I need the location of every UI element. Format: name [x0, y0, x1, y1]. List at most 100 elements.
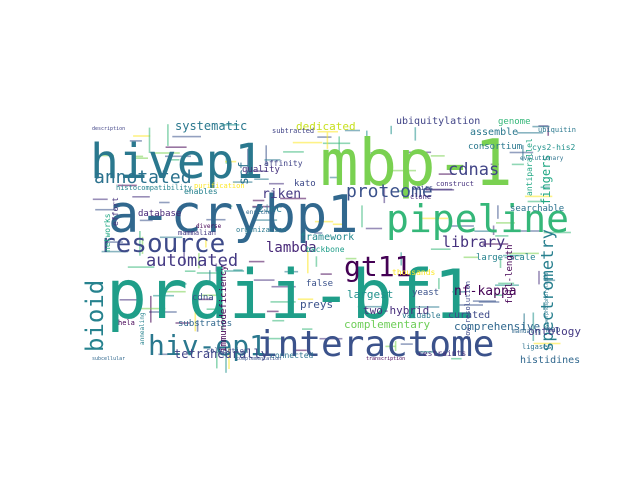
filler-word-mark	[317, 136, 332, 138]
cloud-word: complementary	[344, 318, 430, 331]
filler-word-mark	[251, 170, 267, 172]
filler-word-mark	[338, 136, 340, 155]
filler-word-mark	[271, 285, 296, 288]
filler-word-mark	[509, 252, 539, 255]
filler-word-mark	[225, 160, 237, 163]
cloud-word: hivep1	[90, 134, 263, 190]
cloud-word: map	[546, 325, 561, 334]
cloud-word: networks	[103, 213, 112, 252]
filler-word-mark	[101, 250, 128, 253]
filler-word-mark	[139, 219, 153, 222]
filler-word-mark	[294, 349, 307, 352]
filler-word-mark	[370, 152, 385, 154]
filler-word-mark	[215, 263, 218, 272]
filler-word-mark	[326, 132, 329, 149]
filler-word-mark	[272, 319, 285, 322]
filler-word-mark	[183, 248, 185, 264]
filler-word-mark	[490, 163, 499, 166]
cloud-word: hyperphosphorylated	[544, 273, 550, 330]
filler-word-mark	[398, 190, 411, 192]
filler-word-mark	[452, 291, 467, 293]
cloud-word: ubiquitylation	[396, 116, 480, 127]
cloud-word: immunodeficiency	[219, 265, 229, 352]
filler-word-mark	[209, 270, 211, 282]
filler-word-mark	[394, 340, 397, 351]
cloud-word: annealing	[139, 312, 146, 345]
cloud-word: description	[92, 126, 125, 132]
cloud-word: bioid	[81, 280, 109, 352]
filler-word-mark	[345, 257, 357, 260]
filler-word-mark	[390, 169, 416, 172]
cloud-word: a-crybp1	[108, 185, 358, 245]
cloud-word: searchable	[510, 204, 564, 214]
filler-word-mark	[533, 342, 561, 345]
filler-word-mark	[385, 345, 396, 348]
cloud-word: genome	[498, 117, 531, 127]
cloud-word: resource	[100, 229, 225, 259]
cloud-word: clone	[410, 193, 431, 201]
filler-word-mark	[307, 250, 309, 274]
filler-word-mark	[228, 347, 230, 369]
filler-word-mark	[513, 230, 541, 232]
filler-word-mark	[495, 284, 519, 286]
cloud-word: consortium	[468, 142, 522, 152]
cloud-word: assemble	[470, 127, 518, 138]
cloud-word: pipeline	[386, 197, 569, 241]
filler-word-mark	[129, 140, 142, 142]
filler-word-mark	[153, 294, 174, 297]
cloud-word: restraints	[418, 349, 466, 358]
filler-word-mark	[167, 124, 169, 146]
cloud-word: proteome	[346, 181, 433, 202]
filler-word-mark	[172, 135, 201, 138]
cloud-word: quality	[242, 165, 281, 175]
filler-word-mark	[420, 217, 448, 220]
filler-word-mark	[463, 256, 479, 259]
filler-word-mark	[503, 254, 523, 257]
filler-word-mark	[400, 252, 402, 266]
cloud-word: ligases	[522, 343, 552, 351]
filler-word-mark	[221, 308, 224, 331]
filler-word-mark	[206, 218, 226, 221]
filler-word-mark	[319, 337, 343, 340]
filler-word-mark	[280, 197, 307, 200]
filler-word-mark	[474, 230, 492, 232]
cloud-word: mbp-1	[320, 127, 513, 201]
filler-word-mark	[482, 243, 509, 245]
filler-word-mark	[438, 173, 455, 175]
filler-word-mark	[284, 270, 299, 273]
filler-word-mark	[357, 305, 388, 308]
filler-word-mark	[523, 313, 525, 331]
filler-word-mark	[524, 195, 553, 198]
cloud-word: substrates	[178, 319, 232, 329]
cloud-word: construct	[436, 180, 474, 188]
cloud-word: transcription	[366, 356, 405, 362]
filler-word-mark	[366, 130, 368, 152]
filler-word-mark	[270, 301, 296, 303]
filler-word-mark	[383, 187, 386, 204]
cloud-word: antiparallel	[525, 138, 534, 196]
cloud-word: cdnas	[448, 160, 499, 180]
filler-word-mark	[105, 241, 123, 243]
filler-word-mark	[406, 151, 432, 154]
filler-word-mark	[137, 307, 166, 310]
filler-word-mark	[254, 178, 269, 180]
filler-word-mark	[511, 163, 524, 166]
filler-word-mark	[292, 141, 323, 144]
filler-word-mark	[472, 300, 496, 302]
filler-word-mark	[438, 278, 440, 290]
cloud-word: interactome	[256, 324, 494, 365]
cloud-word: prdii-bf1	[106, 256, 474, 335]
filler-word-mark	[314, 220, 334, 223]
filler-word-mark	[199, 282, 211, 285]
filler-word-mark	[253, 279, 275, 281]
filler-word-mark	[134, 155, 144, 158]
filler-word-mark	[201, 294, 224, 297]
cloud-word: subcellular	[92, 356, 125, 362]
filler-word-mark	[95, 208, 117, 211]
cloud-word: yeast	[412, 288, 439, 298]
cloud-word: automated	[146, 251, 238, 271]
filler-word-mark	[232, 181, 253, 183]
filler-word-mark	[167, 159, 180, 161]
cloud-word: dedicated	[296, 120, 356, 133]
filler-word-mark	[314, 232, 323, 234]
